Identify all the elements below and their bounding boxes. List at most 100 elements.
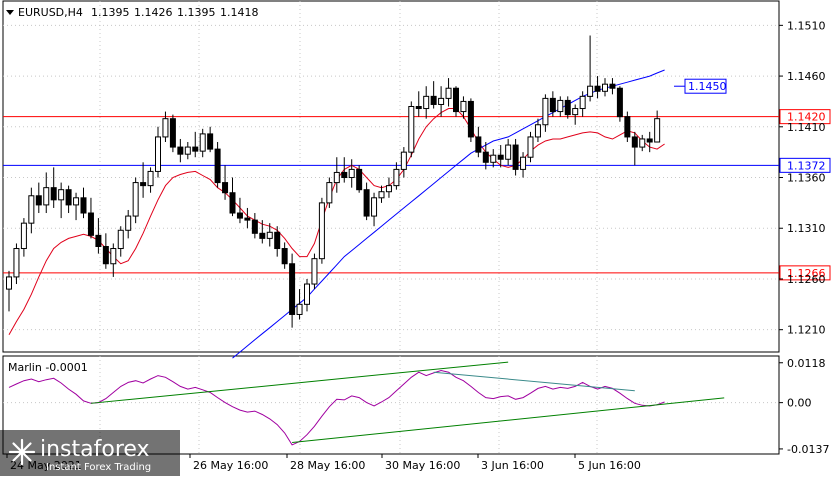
candle bbox=[140, 162, 147, 198]
candle bbox=[244, 207, 251, 229]
candle bbox=[259, 220, 266, 244]
candle bbox=[527, 131, 534, 163]
candle-body-bull bbox=[557, 99, 564, 113]
candle-body-bull bbox=[155, 136, 161, 172]
candle bbox=[222, 165, 229, 200]
candle bbox=[229, 177, 236, 217]
candle bbox=[6, 270, 12, 312]
candle-body-bull bbox=[602, 83, 608, 92]
candle-body-bull bbox=[199, 133, 206, 152]
candle-body-bull bbox=[184, 146, 191, 155]
candle-body-bull bbox=[490, 154, 497, 163]
level-tag-box bbox=[779, 157, 831, 173]
x-tick-label: 28 May 16:00 bbox=[290, 459, 365, 472]
candle bbox=[378, 185, 385, 203]
osc-y-tick-label: 0.0118 bbox=[787, 357, 826, 370]
candle-body-bear bbox=[50, 187, 57, 201]
candle bbox=[393, 162, 400, 190]
header-open: 1.1395 bbox=[91, 6, 130, 19]
candle-body-bull bbox=[311, 258, 318, 285]
candle-body-bear bbox=[467, 100, 474, 138]
candle-body-bull bbox=[505, 144, 512, 160]
candle-body-bear bbox=[549, 97, 556, 113]
level-tag-box bbox=[779, 265, 831, 281]
candle bbox=[564, 96, 571, 119]
candle-body-bull bbox=[348, 168, 355, 179]
candle-body-bull bbox=[438, 97, 445, 105]
candle-body-bull bbox=[460, 100, 467, 113]
y-tick-label: 1.1360 bbox=[787, 172, 826, 185]
candle-body-bull bbox=[132, 182, 139, 217]
level-tag-label: 1.1420 bbox=[787, 111, 826, 124]
candle-body-bull bbox=[520, 156, 527, 170]
candle-body-bull bbox=[117, 229, 124, 250]
candle bbox=[512, 138, 519, 176]
candle bbox=[73, 192, 80, 221]
osc-trend-line bbox=[292, 397, 725, 444]
candle bbox=[65, 185, 72, 214]
header-symbol: EURUSD,H4 bbox=[18, 6, 83, 19]
level-tag-label: 1.1372 bbox=[787, 159, 826, 172]
candle-body-bear bbox=[624, 116, 631, 138]
candle bbox=[445, 78, 452, 107]
candle bbox=[50, 167, 57, 208]
candle-body-bull bbox=[371, 197, 378, 217]
candle-body-bull bbox=[20, 222, 27, 250]
candle-body-bear bbox=[192, 146, 199, 152]
candle bbox=[199, 128, 206, 158]
candle-body-bull bbox=[542, 97, 549, 126]
x-tick-label: 26 May 16:00 bbox=[193, 459, 268, 472]
candles bbox=[6, 35, 661, 328]
candle-body-bear bbox=[356, 168, 363, 191]
candle bbox=[572, 104, 579, 125]
grid bbox=[3, 1, 779, 454]
candle bbox=[594, 76, 601, 99]
y-tick-label: 1.1260 bbox=[787, 273, 826, 286]
candle bbox=[236, 197, 243, 224]
candle-body-bear bbox=[482, 151, 489, 163]
candle-body-bull bbox=[572, 108, 579, 116]
candle-body-bear bbox=[512, 144, 519, 170]
candle bbox=[147, 167, 154, 193]
candle-body-bear bbox=[259, 232, 266, 239]
y-tick-label: 1.1210 bbox=[787, 324, 826, 337]
candle bbox=[579, 91, 586, 117]
candle-body-bear bbox=[564, 99, 571, 116]
candle-body-bear bbox=[281, 248, 288, 265]
candle bbox=[192, 131, 199, 158]
candle-body-bull bbox=[654, 118, 661, 143]
candle bbox=[155, 126, 161, 178]
collapse-arrow-icon[interactable] bbox=[6, 10, 14, 15]
candle bbox=[43, 172, 50, 214]
candle bbox=[430, 81, 437, 109]
candle-body-bear bbox=[274, 231, 281, 250]
candle bbox=[438, 86, 445, 117]
candle-body-bear bbox=[616, 87, 623, 118]
candle-body-bull bbox=[333, 171, 340, 184]
target-level-label: 1.1450 bbox=[688, 80, 727, 93]
candle-body-bull bbox=[125, 215, 132, 231]
instaforex-logo: instaforex Instant Forex Trading bbox=[0, 430, 180, 476]
candle-body-bear bbox=[35, 195, 42, 206]
candle bbox=[348, 159, 355, 188]
candle bbox=[505, 138, 512, 166]
candle bbox=[453, 86, 459, 117]
candle bbox=[289, 253, 296, 328]
indicator-label: Marlin -0.0001 bbox=[8, 361, 88, 374]
candle bbox=[460, 96, 467, 119]
candle bbox=[80, 187, 87, 219]
candle-body-bear bbox=[251, 219, 258, 234]
candle-body-bull bbox=[304, 283, 310, 305]
candle-body-bull bbox=[393, 168, 400, 187]
candle bbox=[214, 142, 221, 188]
candle bbox=[304, 278, 310, 312]
x-tick-label: 5 Jun 16:00 bbox=[578, 459, 641, 472]
candle-body-bull bbox=[534, 124, 541, 138]
candle-body-bear bbox=[363, 189, 370, 217]
osc-y-tick-label: -0.0137 bbox=[787, 443, 829, 456]
oscillator-line bbox=[8, 369, 665, 446]
level-tag-box bbox=[779, 109, 831, 125]
candle-body-bull bbox=[400, 151, 407, 170]
candle bbox=[400, 147, 407, 178]
candle-body-bear bbox=[80, 197, 87, 214]
